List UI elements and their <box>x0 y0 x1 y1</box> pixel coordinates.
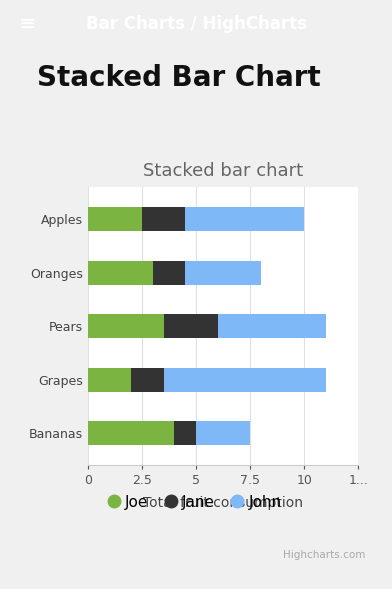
Bar <box>196 421 250 445</box>
Bar <box>185 207 304 231</box>
Bar <box>218 315 326 339</box>
Legend: Joe, Jane, John: Joe, Jane, John <box>110 495 282 509</box>
Text: Stacked Bar Chart: Stacked Bar Chart <box>37 64 321 92</box>
Bar <box>163 315 218 339</box>
Bar <box>88 315 163 339</box>
X-axis label: Total fruit consumption: Total fruit consumption <box>143 496 303 510</box>
Bar <box>153 261 185 285</box>
Bar <box>88 261 153 285</box>
Text: Bar Charts / HighCharts: Bar Charts / HighCharts <box>85 15 307 33</box>
Bar <box>142 207 185 231</box>
Title: Stacked bar chart: Stacked bar chart <box>143 162 303 180</box>
Bar <box>163 368 326 392</box>
Bar <box>88 368 131 392</box>
Text: Highcharts.com: Highcharts.com <box>283 550 365 560</box>
Bar <box>174 421 196 445</box>
Bar <box>131 368 163 392</box>
Bar <box>88 421 174 445</box>
Text: ≡: ≡ <box>19 14 36 34</box>
Bar <box>88 207 142 231</box>
Bar <box>185 261 261 285</box>
